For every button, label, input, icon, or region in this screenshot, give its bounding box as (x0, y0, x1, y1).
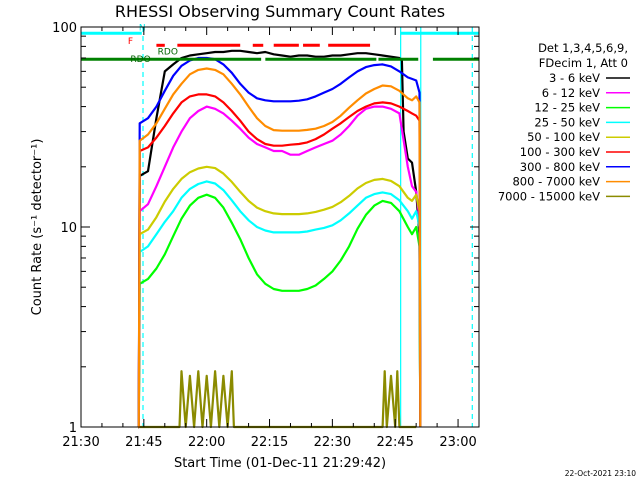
legend-entry-label: 50 - 100 keV (527, 130, 600, 144)
timestamp: 22-Oct-2021 23:10 (565, 469, 636, 478)
x-tick-label: 21:45 (125, 435, 162, 450)
series-line-12-25-kev (137, 193, 422, 429)
legend-entry-label: 12 - 25 keV (534, 101, 600, 115)
legend-header: Det 1,3,4,5,6,9, (538, 41, 628, 55)
legend-entry-label: 800 - 7000 keV (512, 175, 600, 189)
y-tick-label: 1 (69, 421, 77, 436)
flag-label-f: F (128, 37, 133, 47)
legend: Det 1,3,4,5,6,9,FDecim 1, Att 03 - 6 keV… (498, 41, 630, 203)
legend-entry-label: 25 - 50 keV (534, 115, 600, 129)
series-line-50-100-kev (137, 165, 422, 429)
series-line-6-12-kev (137, 105, 422, 429)
x-axis-label: Start Time (01-Dec-11 21:29:42) (174, 456, 386, 471)
series-line-25-50-kev (137, 180, 422, 429)
x-tick-label: 22:45 (376, 435, 413, 450)
series-line-100-300-kev (137, 93, 422, 429)
x-tick-label: 21:30 (62, 435, 99, 450)
legend-entry-label: 3 - 6 keV (549, 71, 600, 85)
x-tick-label: 22:00 (188, 435, 225, 450)
legend-entry-label: 7000 - 15000 keV (498, 189, 600, 203)
legend-header: FDecim 1, Att 0 (539, 56, 628, 70)
x-tick-label: 23:00 (439, 435, 476, 450)
flag-bars-group (81, 31, 479, 61)
y-tick-label: 100 (52, 21, 77, 36)
series-line-300-800-kev (137, 56, 422, 429)
series-line-800-7000-kev (137, 67, 422, 429)
x-tick-label: 22:30 (314, 435, 351, 450)
y-axis-label: Count Rate (s⁻¹ detector⁻¹) (30, 139, 45, 316)
y-tick-label: 10 (60, 221, 77, 236)
flag-label-rdo: RDO (158, 47, 178, 57)
x-tick-label: 22:15 (251, 435, 288, 450)
data-series-group (137, 27, 473, 429)
chart-title: RHESSI Observing Summary Count Rates (115, 2, 445, 21)
flag-label-rdo: RDO (130, 55, 150, 65)
axis-ticks-group: 21:30 21:45 22:00 22:15 22:30 22:45 23:00 1 10 10… (52, 21, 480, 450)
legend-entry-label: 300 - 800 keV (520, 160, 600, 174)
flag-label-n: N (139, 24, 146, 34)
legend-entry-label: 100 - 300 keV (520, 145, 600, 159)
series-line-7000-15000-kev (138, 370, 417, 429)
legend-entry-label: 6 - 12 keV (542, 86, 600, 100)
annotations-group: NF RDO RDO (128, 24, 178, 65)
